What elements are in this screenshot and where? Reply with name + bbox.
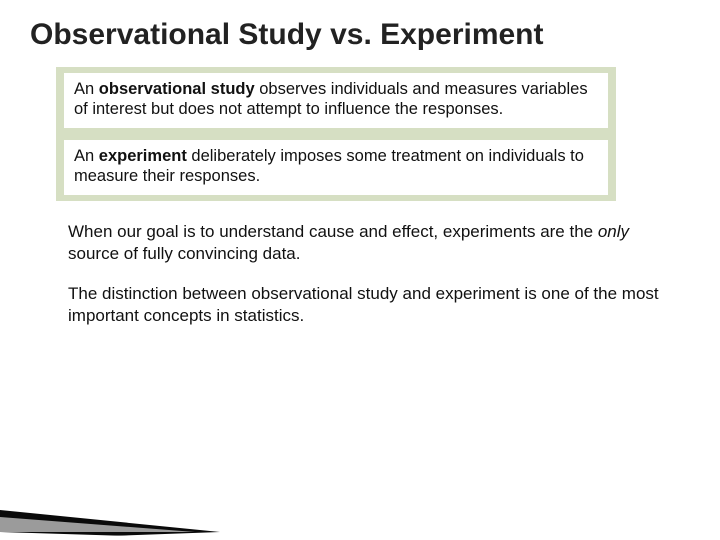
body-text: When our goal is to understand cause and… xyxy=(68,221,670,327)
body-p1-b: source of fully convincing data. xyxy=(68,244,300,263)
def-exp-lead: An xyxy=(74,147,99,165)
body-p1-em: only xyxy=(598,222,629,241)
decor-gray-tri xyxy=(0,517,195,532)
definitions-box: An observational study observes individu… xyxy=(56,67,616,202)
decor-black-tri xyxy=(0,510,220,540)
corner-decoration-icon xyxy=(0,480,260,540)
definition-observational: An observational study observes individu… xyxy=(64,73,608,128)
slide-title: Observational Study vs. Experiment xyxy=(30,18,690,53)
def-exp-term: experiment xyxy=(99,147,187,165)
body-paragraph-2: The distinction between observational st… xyxy=(68,283,670,327)
body-p1-a: When our goal is to understand cause and… xyxy=(68,222,598,241)
slide: Observational Study vs. Experiment An ob… xyxy=(0,0,720,540)
decor-white-tri xyxy=(0,532,260,540)
definition-experiment: An experiment deliberately imposes some … xyxy=(64,140,608,195)
def-obs-lead: An xyxy=(74,80,99,98)
def-obs-term: observational study xyxy=(99,80,255,98)
body-paragraph-1: When our goal is to understand cause and… xyxy=(68,221,670,265)
